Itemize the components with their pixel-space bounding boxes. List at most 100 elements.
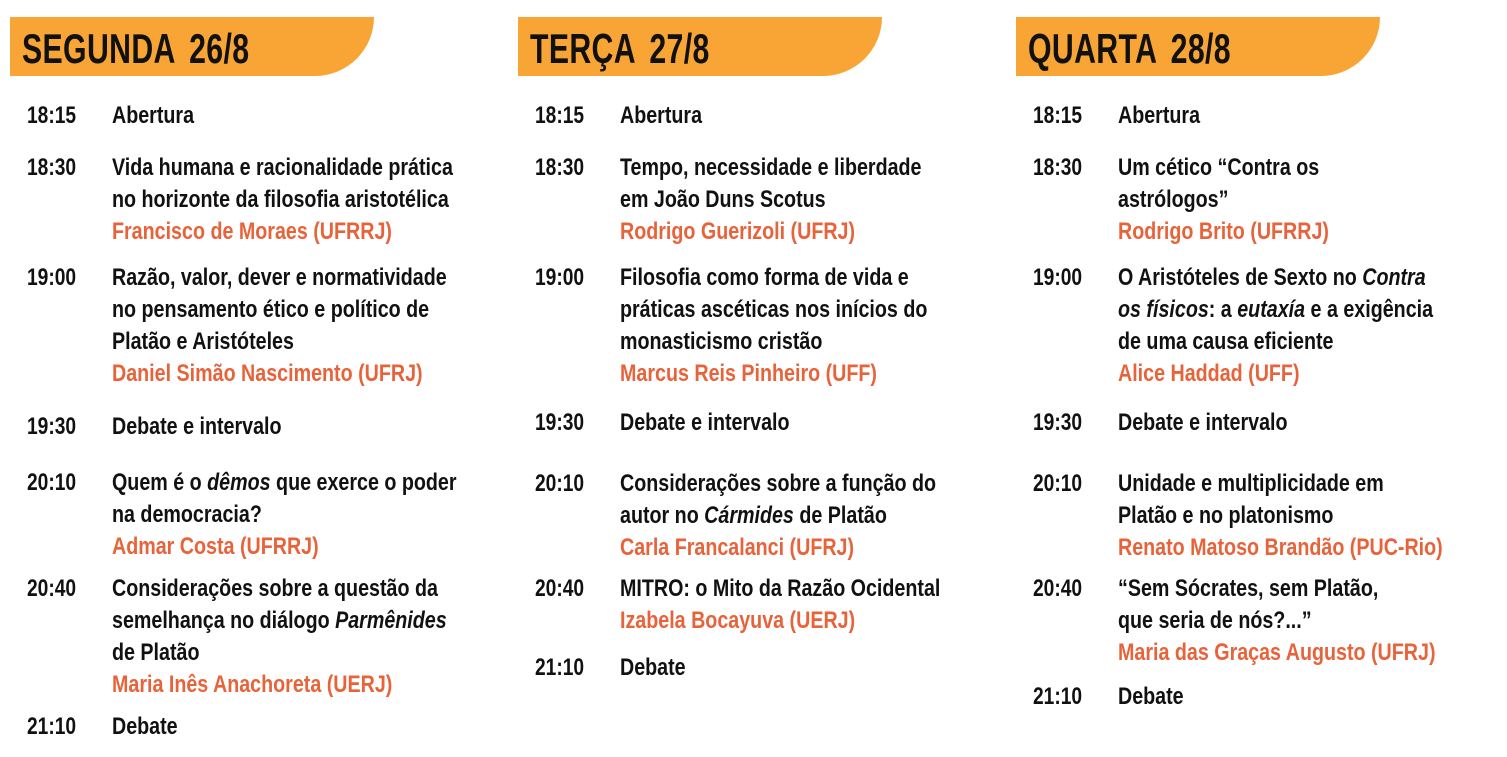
day-header: TERÇA 27/8	[518, 17, 882, 76]
title-text: Vida humana e racionalidade prática	[112, 154, 453, 181]
entry-time: 19:00	[1033, 264, 1083, 291]
title-text: de Platão	[793, 502, 887, 529]
entry-body: Quem é o dêmos que exerce o poder na demo…	[112, 467, 612, 563]
entry-time: 20:10	[535, 470, 585, 497]
entry-title-line: Platão e no platonismo	[1118, 500, 1507, 532]
entry-time: 21:10	[27, 713, 77, 740]
entry-body: Abertura	[112, 100, 612, 132]
title-text: Tempo, necessidade e liberdade	[620, 154, 922, 181]
speaker-name: Maria Inês Anachoreta (UERJ)	[112, 671, 393, 698]
entry-title-line: práticas ascéticas nos inícios do	[620, 294, 1030, 326]
title-text: Razão, valor, dever e normatividade	[112, 264, 447, 291]
speaker-name: Izabela Bocayuva (UERJ)	[620, 607, 856, 634]
speaker-name: Alice Haddad (UFF)	[1118, 360, 1300, 387]
entry-title-line: na democracia?	[112, 499, 522, 531]
entry-title-line: Debate	[1118, 681, 1507, 713]
entry-title-line: astrólogos”	[1118, 184, 1507, 216]
title-text: Um cético “Contra os	[1118, 154, 1320, 181]
speaker-name: Renato Matoso Brandão (PUC-Rio)	[1118, 534, 1443, 561]
entry-time: 19:00	[27, 264, 77, 291]
title-text: no horizonte da filosofia aristotélica	[112, 186, 449, 213]
entry-time: 20:40	[535, 575, 585, 602]
entry-body: Tempo, necessidade e liberdade em João Du…	[620, 152, 1120, 248]
entry-time: 19:30	[1033, 409, 1083, 436]
entry-title-line: “Sem Sócrates, sem Platão,	[1118, 573, 1507, 605]
entry-title-line: Abertura	[620, 100, 1030, 132]
title-text: astrólogos”	[1118, 186, 1229, 213]
title-text: na democracia?	[112, 501, 262, 528]
title-text: Abertura	[620, 102, 703, 129]
entry-time: 19:00	[535, 264, 585, 291]
entry-time: 20:40	[27, 575, 77, 602]
title-text: Debate	[1118, 683, 1184, 710]
entry-title-line: Debate	[112, 711, 522, 743]
entry-time: 18:15	[27, 102, 77, 129]
entry-title-line: semelhança no diálogo Parmênides	[112, 605, 522, 637]
entry-title-line: em João Duns Scotus	[620, 184, 1030, 216]
title-text: “Sem Sócrates, sem Platão,	[1118, 575, 1379, 602]
entry-title-line: Debate	[620, 652, 1030, 684]
title-text: de Platão	[112, 639, 200, 666]
entry-body: Vida humana e racionalidade prática no ho…	[112, 152, 612, 248]
entry-title-line: MITRO: o Mito da Razão Ocidental	[620, 573, 1030, 605]
italic-term: Cármides	[704, 502, 794, 529]
speaker-name: Admar Costa (UFRRJ)	[112, 533, 319, 560]
entry-time: 21:10	[1033, 683, 1083, 710]
entry-body: Debate	[112, 711, 612, 743]
entry-time: 20:10	[27, 469, 77, 496]
title-text: monasticismo cristão	[620, 328, 823, 355]
entry-title-line: monasticismo cristão	[620, 326, 1030, 358]
italic-term: dêmos	[207, 469, 271, 496]
title-text: Considerações sobre a questão da	[112, 575, 438, 602]
entry-time: 20:10	[1033, 470, 1083, 497]
entry-title-line: no pensamento ético e político de	[112, 294, 522, 326]
entry-body: “Sem Sócrates, sem Platão, que seria de n…	[1118, 573, 1507, 669]
title-text: Debate	[112, 713, 178, 740]
entry-title-line: Unidade e multiplicidade em	[1118, 468, 1507, 500]
title-text: Filosofia como forma de vida e	[620, 264, 909, 291]
entry-body: Debate e intervalo	[112, 411, 612, 443]
day-title: QUARTA 28/8	[1028, 25, 1231, 72]
entry-title-line: Tempo, necessidade e liberdade	[620, 152, 1030, 184]
entry-title-line: Um cético “Contra os	[1118, 152, 1507, 184]
title-text: Platão e no platonismo	[1118, 502, 1334, 529]
entry-body: MITRO: o Mito da Razão Ocidental Izabela …	[620, 573, 1120, 637]
italic-term: Contra	[1362, 264, 1426, 291]
entry-body: Um cético “Contra os astrólogos” Rodrigo B…	[1118, 152, 1507, 248]
title-text: Abertura	[1118, 102, 1201, 129]
entry-title-line: Quem é o dêmos que exerce o poder	[112, 467, 522, 499]
entry-title-line: Abertura	[1118, 100, 1507, 132]
entry-title-line: Abertura	[112, 100, 522, 132]
italic-term: eutaxía	[1237, 296, 1306, 323]
italic-term: os físicos	[1118, 296, 1209, 323]
entry-time: 19:30	[535, 409, 585, 436]
title-text: Debate	[620, 654, 686, 681]
entry-title-line: Debate e intervalo	[1118, 407, 1507, 439]
entry-body: Debate	[620, 652, 1120, 684]
entry-title-line: no horizonte da filosofia aristotélica	[112, 184, 522, 216]
day-column: QUARTA 28/8 18:15 Abertura 18:30 Um cético “…	[1006, 0, 1506, 757]
entry-body: Abertura	[1118, 100, 1507, 132]
title-text: MITRO: o Mito da Razão Ocidental	[620, 575, 941, 602]
speaker-name: Daniel Simão Nascimento (UFRJ)	[112, 360, 423, 387]
day-header: SEGUNDA 26/8	[10, 17, 374, 76]
entry-title-line: Platão e Aristóteles	[112, 326, 522, 358]
entry-title-line: O Aristóteles de Sexto no Contra	[1118, 262, 1507, 294]
day-title: SEGUNDA 26/8	[22, 25, 250, 72]
entry-time: 18:30	[535, 154, 585, 181]
entry-title-line: Debate e intervalo	[112, 411, 522, 443]
entry-body: Filosofia como forma de vida e práticas a…	[620, 262, 1120, 390]
title-text: Considerações sobre a função do	[620, 470, 937, 497]
title-text: e a exigência	[1305, 296, 1434, 323]
title-text: Platão e Aristóteles	[112, 328, 294, 355]
entry-title-line: Considerações sobre a função do	[620, 468, 1030, 500]
entry-time: 18:30	[27, 154, 77, 181]
entry-time: 20:40	[1033, 575, 1083, 602]
speaker-name: Rodrigo Guerizoli (UFRJ)	[620, 218, 856, 245]
title-text: Quem é o	[112, 469, 208, 496]
entry-title-line: de uma causa eficiente	[1118, 326, 1507, 358]
title-text: Debate e intervalo	[620, 409, 790, 436]
italic-term: Parmênides	[335, 607, 447, 634]
title-text: que seria de nós?...”	[1118, 607, 1312, 634]
entry-body: Considerações sobre a função do autor no …	[620, 468, 1120, 564]
